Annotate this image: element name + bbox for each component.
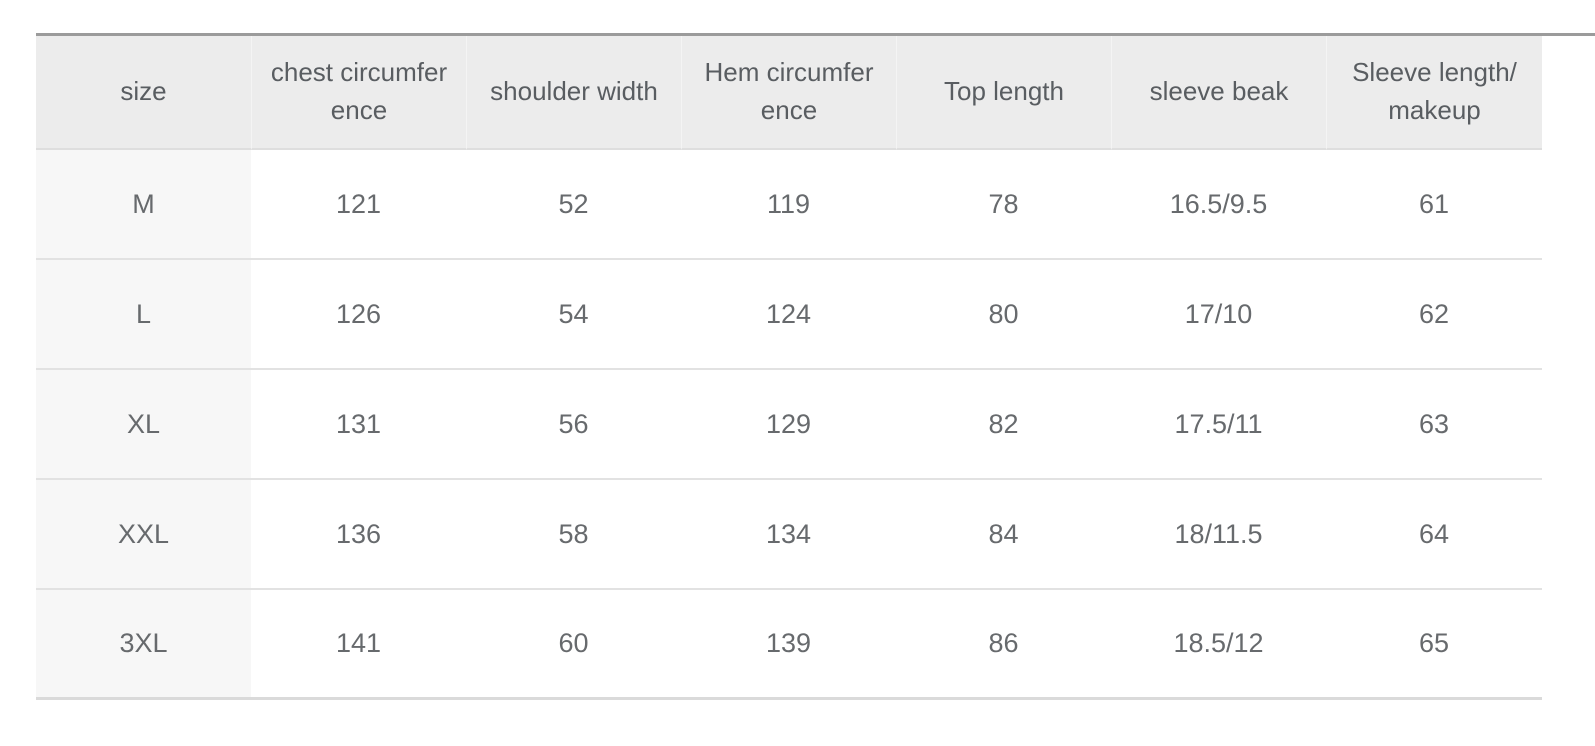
- col-header-shoulder-width: shoulder width: [466, 36, 681, 150]
- hem-circumference-value: 129: [681, 370, 896, 480]
- hem-circumference-value: 124: [681, 260, 896, 370]
- col-header-sleeve-length-makeup: Sleeve length/ makeup: [1326, 36, 1542, 150]
- sleeve-beak-value: 17/10: [1111, 260, 1326, 370]
- sleeve-beak-value: 16.5/9.5: [1111, 150, 1326, 260]
- table-row-xl: XL 131 56 129 82 17.5/11 63: [36, 370, 1542, 480]
- table-body: M 121 52 119 78 16.5/9.5 61 L 126 54 124…: [36, 150, 1542, 700]
- top-length-value: 86: [896, 590, 1111, 700]
- sleeve-length-makeup-value: 61: [1326, 150, 1542, 260]
- hem-circumference-value: 139: [681, 590, 896, 700]
- hem-circumference-value: 119: [681, 150, 896, 260]
- chest-circumference-value: 136: [251, 480, 466, 590]
- col-header-hem-circumference: Hem circumfer ence: [681, 36, 896, 150]
- chest-circumference-value: 131: [251, 370, 466, 480]
- shoulder-width-value: 54: [466, 260, 681, 370]
- size-chart-table: size chest circumfer ence shoulder width…: [36, 36, 1542, 700]
- top-length-value: 80: [896, 260, 1111, 370]
- sleeve-length-makeup-value: 65: [1326, 590, 1542, 700]
- chest-circumference-value: 126: [251, 260, 466, 370]
- table-row-xxl: XXL 136 58 134 84 18/11.5 64: [36, 480, 1542, 590]
- top-length-value: 78: [896, 150, 1111, 260]
- table-header: size chest circumfer ence shoulder width…: [36, 36, 1542, 150]
- top-length-value: 84: [896, 480, 1111, 590]
- size-label: L: [36, 260, 251, 370]
- header-row: size chest circumfer ence shoulder width…: [36, 36, 1542, 150]
- table-row-l: L 126 54 124 80 17/10 62: [36, 260, 1542, 370]
- table-row-3xl: 3XL 141 60 139 86 18.5/12 65: [36, 590, 1542, 700]
- table-row-m: M 121 52 119 78 16.5/9.5 61: [36, 150, 1542, 260]
- sleeve-beak-value: 18/11.5: [1111, 480, 1326, 590]
- size-label: M: [36, 150, 251, 260]
- shoulder-width-value: 58: [466, 480, 681, 590]
- size-label: 3XL: [36, 590, 251, 700]
- chest-circumference-value: 141: [251, 590, 466, 700]
- shoulder-width-value: 56: [466, 370, 681, 480]
- sleeve-beak-value: 17.5/11: [1111, 370, 1326, 480]
- size-label: XL: [36, 370, 251, 480]
- top-length-value: 82: [896, 370, 1111, 480]
- shoulder-width-value: 52: [466, 150, 681, 260]
- col-header-chest-circumference: chest circumfer ence: [251, 36, 466, 150]
- sleeve-length-makeup-value: 62: [1326, 260, 1542, 370]
- size-label: XXL: [36, 480, 251, 590]
- col-header-top-length: Top length: [896, 36, 1111, 150]
- col-header-size: size: [36, 36, 251, 150]
- sleeve-length-makeup-value: 63: [1326, 370, 1542, 480]
- col-header-sleeve-beak: sleeve beak: [1111, 36, 1326, 150]
- table-top-rule: [36, 33, 1595, 36]
- sleeve-length-makeup-value: 64: [1326, 480, 1542, 590]
- sleeve-beak-value: 18.5/12: [1111, 590, 1326, 700]
- shoulder-width-value: 60: [466, 590, 681, 700]
- hem-circumference-value: 134: [681, 480, 896, 590]
- chest-circumference-value: 121: [251, 150, 466, 260]
